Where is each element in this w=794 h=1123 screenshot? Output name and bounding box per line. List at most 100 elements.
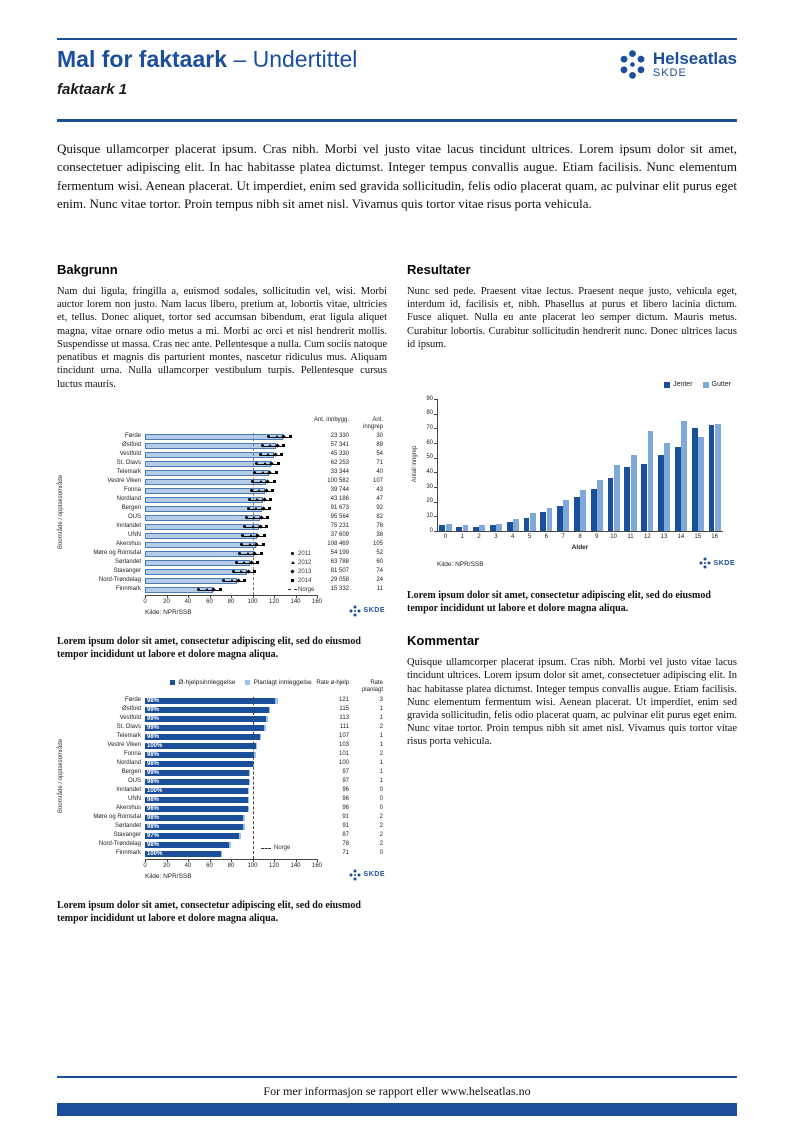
legend-item: Planlagt innleggelse [245,678,312,686]
bar-planlagt [268,706,270,714]
row-label: Vestfold [119,450,141,457]
legend-item: Jenter [664,381,693,388]
bar-planlagt [249,778,251,786]
error-whisker [256,463,280,465]
bar [145,451,274,458]
marker-diamond [281,434,286,439]
y-tick [434,443,437,445]
marker-circle [249,489,253,493]
row-label: Bergen [121,504,141,511]
y-tick-label: 70 [426,424,433,431]
y-tick-label: 20 [426,498,433,505]
marker-circle [243,525,247,529]
bar [674,447,681,532]
heading-resultater: Resultater [407,262,471,277]
row-label: Akershus [115,540,141,547]
marker-diamond [290,569,295,574]
x-tick [295,858,297,862]
bar-planlagt [248,805,249,813]
right-column: Resultater Nunc sed pede. Praesent vitae… [407,262,737,943]
row-label: St. Olavs [116,459,141,466]
value-rate-ohjelp: 91 [342,822,349,829]
bar [630,454,637,532]
x-tick [252,594,254,598]
x-tick-label: 60 [206,598,213,605]
source-label: Kilde: NPR/SSB [437,561,484,569]
value-rate-planlagt: 1 [379,732,383,739]
chart1-caption: Lorem ipsum dolor sit amet, consectetur … [57,635,361,660]
row-label: Nordland [116,495,141,502]
x-tick-label: 12 [643,534,651,541]
pct-label: 100% [147,742,163,749]
row-label: OUS [127,513,141,520]
error-whisker [236,562,259,564]
bar-ohjelp [145,796,249,804]
value-rate-ohjelp: 96 [342,804,349,811]
bar [456,526,463,532]
marker-square [280,453,284,457]
value-ant-innbygg: 108 469 [327,540,349,547]
marker-diamond [265,479,270,484]
error-whisker [260,454,283,456]
source-label: Kilde: NPR/SSB [145,872,192,880]
marker-triangle [239,570,244,574]
x-tick-label: 140 [290,862,301,869]
pct-label: 97% [147,832,160,839]
x-tick [317,858,318,862]
legend-item: Ø-hjelpsinnleggelse [170,679,235,686]
row-label: OUS [127,777,141,784]
y-tick [434,501,437,503]
marker-triangle [266,453,271,457]
value-ant-innbygg: 75 231 [330,522,349,529]
skde-dots-icon [699,557,711,569]
bar-planlagt [275,697,279,705]
error-whisker [223,580,247,582]
value-rate-planlagt: 0 [379,804,383,811]
x-tick [231,858,232,862]
marker-diamond [264,488,269,493]
value-rate-planlagt: 0 [379,795,383,802]
bar-ohjelp [145,850,222,858]
pct-label: 99% [147,769,160,776]
logo-sub-text: SKDE [652,67,687,80]
value-rate-planlagt: 2 [379,723,383,730]
value-ant-inngrep: 54 [376,450,383,457]
value-rate-ohjelp: 103 [338,741,349,748]
title-block: Mal for faktaark – Undertittel faktaark … [57,46,357,98]
x-tick-label: 11 [627,534,634,541]
helseatlas-logo: Helseatlas SKDE [619,49,737,80]
bar-planlagt [228,841,231,849]
value-ant-inngrep: 24 [376,576,383,583]
x-tick-label: 100 [247,862,258,869]
x-tick-label: 1 [460,534,464,541]
row-label: Førde [124,432,141,439]
marker-triangle [252,516,257,520]
marker-triangle [251,525,255,529]
value-rate-planlagt: 2 [379,750,383,757]
x-axis-label: Alder [571,544,589,552]
value-rate-ohjelp: 100 [338,759,349,766]
legend-item: Gutter [702,381,731,388]
column-header: Rate ø-hjelp [316,679,349,686]
value-ant-inngrep: 74 [376,567,383,574]
x-tick [166,858,168,862]
marker-triangle [242,561,247,565]
marker-circle [197,588,201,592]
header-top-rule [57,38,737,40]
value-rate-planlagt: 1 [379,759,383,766]
value-ant-innbygg: 29 058 [330,576,349,583]
legend-label: Planlagt innleggelse [253,678,312,686]
pct-label: 99% [147,724,160,731]
marker-square [256,561,260,565]
chart-age-gender: Jenter Gutter Antall inngrep 0 10 20 30 40 50 60 7… [407,381,737,577]
x-tick [295,594,297,598]
header: Mal for faktaark – Undertittel faktaark … [57,46,737,98]
bar [145,433,283,440]
value-rate-planlagt: 2 [379,840,383,847]
row-label: Vestre Viken [107,741,141,748]
y-tick-label: 0 [429,527,433,534]
marker-triangle [248,534,253,538]
bar [590,488,597,532]
x-tick [209,858,211,862]
